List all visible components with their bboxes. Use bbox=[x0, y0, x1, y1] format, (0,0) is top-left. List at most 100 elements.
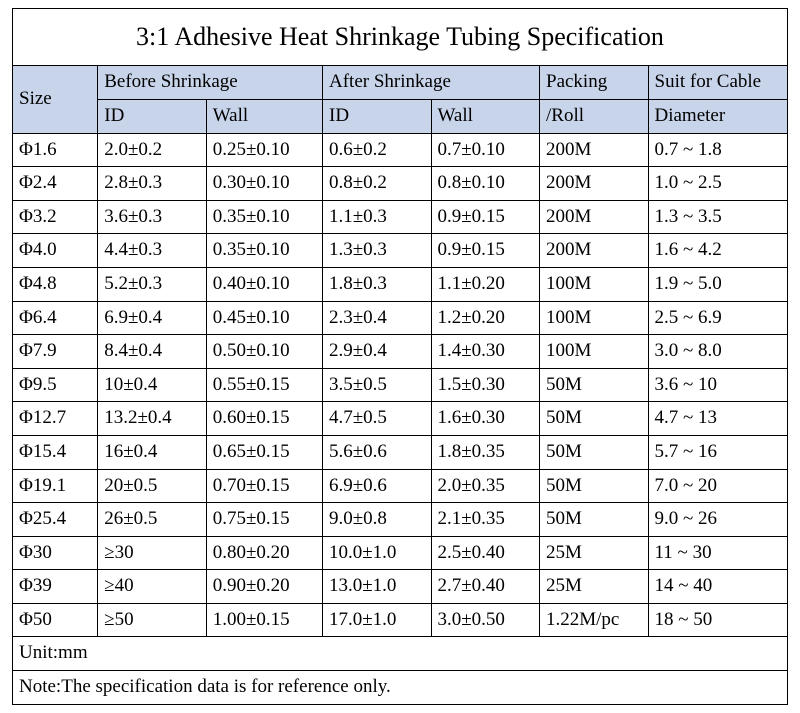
cell-pack: 200M bbox=[540, 133, 649, 167]
cell-size: Φ2.4 bbox=[13, 167, 98, 201]
cell-a_id: 2.9±0.4 bbox=[323, 335, 432, 369]
cell-a_wall: 2.1±0.35 bbox=[431, 503, 540, 537]
cell-size: Φ4.0 bbox=[13, 234, 98, 268]
cell-pack: 1.22M/pc bbox=[540, 603, 649, 637]
cell-b_id: 20±0.5 bbox=[98, 469, 207, 503]
table-title: 3:1 Adhesive Heat Shrinkage Tubing Speci… bbox=[13, 9, 788, 66]
cell-suit: 3.0 ~ 8.0 bbox=[648, 335, 788, 369]
cell-pack: 50M bbox=[540, 402, 649, 436]
cell-pack: 50M bbox=[540, 368, 649, 402]
cell-b_wall: 0.90±0.20 bbox=[206, 570, 322, 604]
cell-size: Φ25.4 bbox=[13, 503, 98, 537]
cell-b_id: 2.8±0.3 bbox=[98, 167, 207, 201]
cell-pack: 100M bbox=[540, 267, 649, 301]
cell-a_wall: 2.7±0.40 bbox=[431, 570, 540, 604]
cell-a_id: 10.0±1.0 bbox=[323, 536, 432, 570]
cell-a_id: 4.7±0.5 bbox=[323, 402, 432, 436]
cell-size: Φ15.4 bbox=[13, 435, 98, 469]
cell-pack: 200M bbox=[540, 200, 649, 234]
cell-suit: 2.5 ~ 6.9 bbox=[648, 301, 788, 335]
cell-b_wall: 0.65±0.15 bbox=[206, 435, 322, 469]
cell-b_wall: 0.35±0.10 bbox=[206, 200, 322, 234]
cell-a_id: 2.3±0.4 bbox=[323, 301, 432, 335]
cell-b_id: 6.9±0.4 bbox=[98, 301, 207, 335]
cell-b_id: ≥40 bbox=[98, 570, 207, 604]
table-row: Φ3.23.6±0.30.35±0.101.1±0.30.9±0.15200M1… bbox=[13, 200, 788, 234]
cell-pack: 200M bbox=[540, 167, 649, 201]
cell-pack: 50M bbox=[540, 503, 649, 537]
cell-b_wall: 0.50±0.10 bbox=[206, 335, 322, 369]
table-row: Φ19.120±0.50.70±0.156.9±0.62.0±0.3550M7.… bbox=[13, 469, 788, 503]
cell-b_id: 13.2±0.4 bbox=[98, 402, 207, 436]
cell-size: Φ3.2 bbox=[13, 200, 98, 234]
cell-b_id: 3.6±0.3 bbox=[98, 200, 207, 234]
cell-a_id: 3.5±0.5 bbox=[323, 368, 432, 402]
cell-a_id: 1.3±0.3 bbox=[323, 234, 432, 268]
cell-a_id: 1.8±0.3 bbox=[323, 267, 432, 301]
cell-size: Φ19.1 bbox=[13, 469, 98, 503]
cell-suit: 1.9 ~ 5.0 bbox=[648, 267, 788, 301]
cell-suit: 18 ~ 50 bbox=[648, 603, 788, 637]
cell-pack: 200M bbox=[540, 234, 649, 268]
cell-a_id: 6.9±0.6 bbox=[323, 469, 432, 503]
cell-a_id: 5.6±0.6 bbox=[323, 435, 432, 469]
table-row: Φ50≥501.00±0.1517.0±1.03.0±0.501.22M/pc1… bbox=[13, 603, 788, 637]
cell-b_wall: 0.60±0.15 bbox=[206, 402, 322, 436]
cell-b_id: 16±0.4 bbox=[98, 435, 207, 469]
cell-suit: 1.6 ~ 4.2 bbox=[648, 234, 788, 268]
cell-pack: 25M bbox=[540, 536, 649, 570]
cell-a_wall: 2.0±0.35 bbox=[431, 469, 540, 503]
col-size: Size bbox=[13, 66, 98, 133]
cell-a_wall: 1.1±0.20 bbox=[431, 267, 540, 301]
cell-b_id: ≥30 bbox=[98, 536, 207, 570]
cell-size: Φ7.9 bbox=[13, 335, 98, 369]
cell-b_id: 10±0.4 bbox=[98, 368, 207, 402]
cell-b_wall: 0.80±0.20 bbox=[206, 536, 322, 570]
spec-table: 3:1 Adhesive Heat Shrinkage Tubing Speci… bbox=[12, 8, 788, 705]
cell-a_wall: 3.0±0.50 bbox=[431, 603, 540, 637]
table-body: Φ1.62.0±0.20.25±0.100.6±0.20.7±0.10200M0… bbox=[13, 133, 788, 637]
cell-b_id: 26±0.5 bbox=[98, 503, 207, 537]
cell-suit: 1.3 ~ 3.5 bbox=[648, 200, 788, 234]
cell-suit: 5.7 ~ 16 bbox=[648, 435, 788, 469]
cell-a_wall: 1.2±0.20 bbox=[431, 301, 540, 335]
cell-a_wall: 2.5±0.40 bbox=[431, 536, 540, 570]
footer-note: Note:The specification data is for refer… bbox=[13, 671, 788, 705]
table-row: Φ39≥400.90±0.2013.0±1.02.7±0.4025M14 ~ 4… bbox=[13, 570, 788, 604]
cell-size: Φ1.6 bbox=[13, 133, 98, 167]
cell-b_wall: 0.40±0.10 bbox=[206, 267, 322, 301]
cell-suit: 7.0 ~ 20 bbox=[648, 469, 788, 503]
table-row: Φ6.46.9±0.40.45±0.102.3±0.41.2±0.20100M2… bbox=[13, 301, 788, 335]
col-packing-l1: Packing bbox=[540, 66, 649, 100]
cell-size: Φ30 bbox=[13, 536, 98, 570]
table-row: Φ7.98.4±0.40.50±0.102.9±0.41.4±0.30100M3… bbox=[13, 335, 788, 369]
cell-pack: 50M bbox=[540, 435, 649, 469]
cell-b_id: 4.4±0.3 bbox=[98, 234, 207, 268]
cell-b_wall: 0.55±0.15 bbox=[206, 368, 322, 402]
cell-pack: 50M bbox=[540, 469, 649, 503]
table-row: Φ25.426±0.50.75±0.159.0±0.82.1±0.3550M9.… bbox=[13, 503, 788, 537]
cell-a_wall: 0.7±0.10 bbox=[431, 133, 540, 167]
cell-size: Φ39 bbox=[13, 570, 98, 604]
cell-size: Φ4.8 bbox=[13, 267, 98, 301]
table-row: Φ15.416±0.40.65±0.155.6±0.61.8±0.3550M5.… bbox=[13, 435, 788, 469]
cell-b_wall: 0.75±0.15 bbox=[206, 503, 322, 537]
cell-b_wall: 0.45±0.10 bbox=[206, 301, 322, 335]
table-row: Φ4.85.2±0.30.40±0.101.8±0.31.1±0.20100M1… bbox=[13, 267, 788, 301]
cell-suit: 4.7 ~ 13 bbox=[648, 402, 788, 436]
cell-size: Φ12.7 bbox=[13, 402, 98, 436]
cell-a_wall: 1.6±0.30 bbox=[431, 402, 540, 436]
cell-b_wall: 0.30±0.10 bbox=[206, 167, 322, 201]
cell-a_wall: 0.8±0.10 bbox=[431, 167, 540, 201]
cell-a_wall: 0.9±0.15 bbox=[431, 234, 540, 268]
cell-b_id: 5.2±0.3 bbox=[98, 267, 207, 301]
table-row: Φ1.62.0±0.20.25±0.100.6±0.20.7±0.10200M0… bbox=[13, 133, 788, 167]
col-before-shrinkage: Before Shrinkage bbox=[98, 66, 323, 100]
table-row: Φ12.713.2±0.40.60±0.154.7±0.51.6±0.3050M… bbox=[13, 402, 788, 436]
cell-a_id: 9.0±0.8 bbox=[323, 503, 432, 537]
cell-a_wall: 1.8±0.35 bbox=[431, 435, 540, 469]
cell-size: Φ9.5 bbox=[13, 368, 98, 402]
cell-size: Φ50 bbox=[13, 603, 98, 637]
cell-a_id: 1.1±0.3 bbox=[323, 200, 432, 234]
cell-b_id: ≥50 bbox=[98, 603, 207, 637]
